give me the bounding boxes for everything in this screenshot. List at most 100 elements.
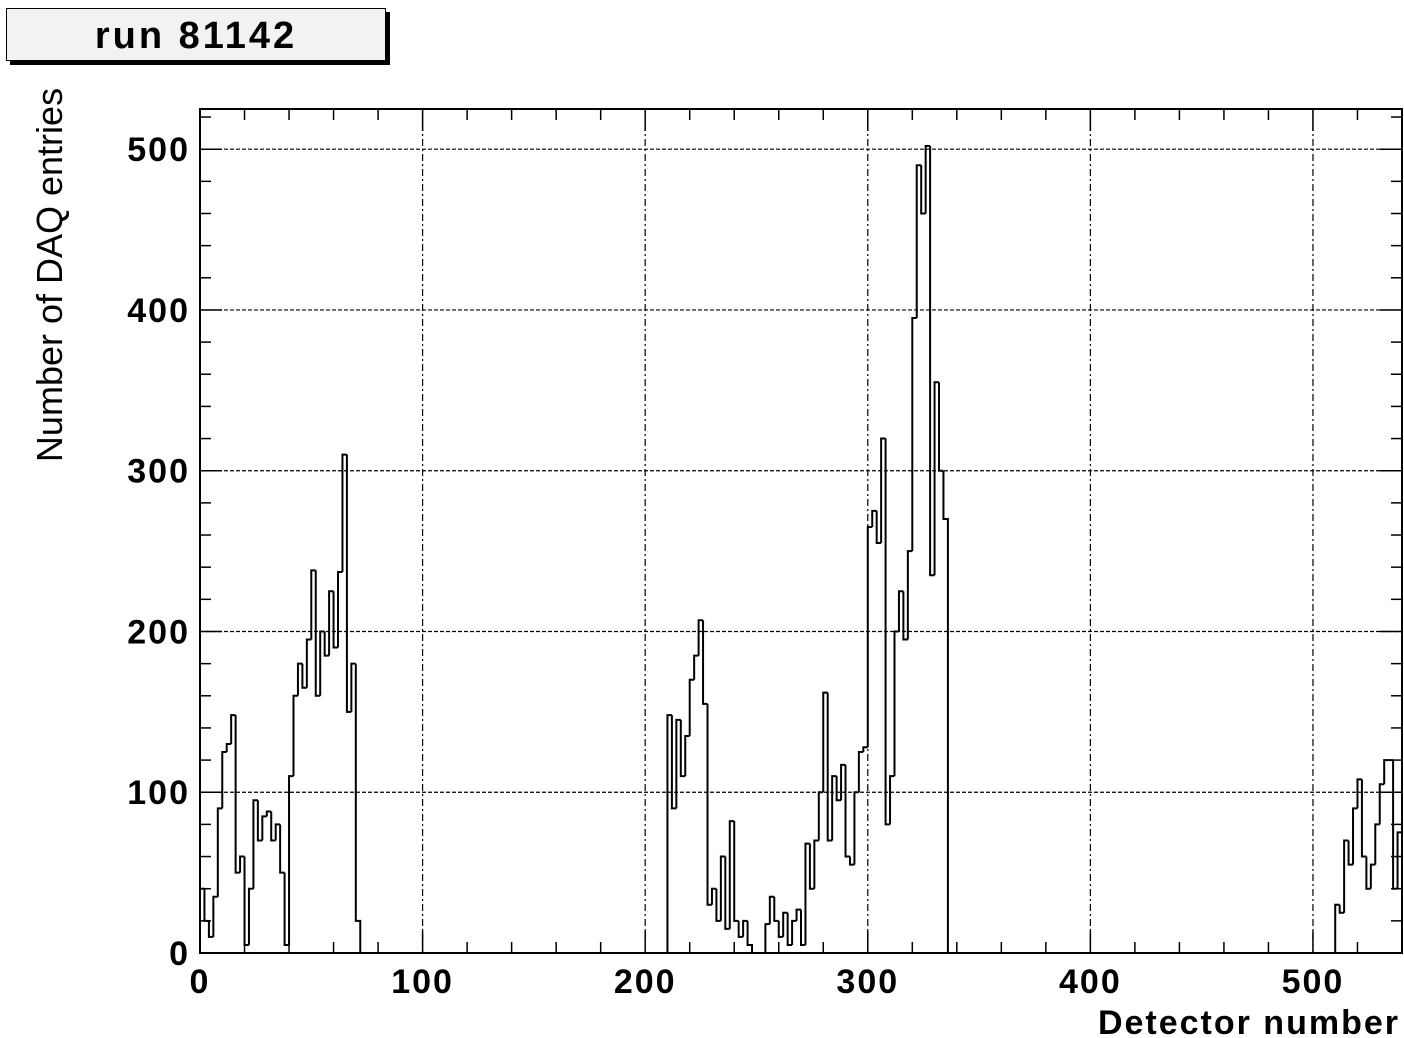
histogram-bin [675, 718, 681, 809]
histogram-bin [915, 164, 922, 318]
histogram-bin [791, 919, 797, 945]
histogram-bin [857, 751, 864, 793]
histogram-bin [933, 381, 940, 576]
histogram-bin [1378, 783, 1385, 825]
histogram-bin [746, 920, 754, 953]
histogram-bin [270, 811, 276, 842]
histogram-bin [292, 694, 298, 777]
histogram-bin [1392, 760, 1398, 890]
histogram-bin [274, 823, 281, 841]
x-tick-label: 200 [614, 963, 677, 1001]
histogram-bin [256, 800, 263, 842]
histogram-bin [670, 715, 677, 810]
histogram-bin [310, 569, 316, 640]
histogram-bin [252, 799, 258, 889]
histogram-bin [337, 570, 343, 648]
histogram-bin [702, 620, 708, 705]
histogram-bin [871, 509, 877, 527]
histogram-bin [1365, 856, 1371, 890]
histogram-bin [813, 839, 819, 889]
y-tick-label: 300 [127, 453, 190, 491]
histogram-bin [773, 896, 779, 922]
histogram-bin [288, 775, 294, 945]
histogram-bin [354, 663, 362, 953]
histogram-bin [848, 856, 855, 866]
histogram-bin [929, 145, 935, 577]
histogram-bin [719, 855, 726, 921]
histogram-bin [688, 678, 695, 736]
histogram-bin [328, 590, 334, 656]
histogram-bin [764, 923, 770, 953]
histogram-bin [742, 919, 748, 937]
histogram-bin [666, 714, 672, 953]
histogram-bin [684, 734, 690, 777]
histogram-bin [808, 843, 815, 890]
x-tick-label: 300 [836, 963, 899, 1001]
x-axis-label: Detector number [1098, 1004, 1400, 1038]
histogram-bin [884, 438, 891, 826]
histogram-bin [247, 887, 254, 945]
histogram-bin [844, 764, 850, 858]
histogram-bin [906, 550, 913, 640]
histogram-bin [1369, 863, 1376, 889]
histogram-bin [1338, 904, 1345, 914]
histogram-bin [804, 842, 810, 945]
histogram-bin [889, 775, 895, 825]
histogram-bin [234, 715, 241, 874]
run-title: run 81142 [94, 15, 298, 57]
histogram-bin [1374, 823, 1380, 865]
histogram-bin [225, 743, 232, 753]
histogram-bin [283, 872, 290, 946]
y-axis-label: Number of DAQ entries [29, 88, 70, 462]
x-tick-label: 400 [1059, 963, 1122, 1001]
histogram-bin [1383, 759, 1389, 785]
histogram-bin [341, 453, 347, 572]
histogram-bin [724, 856, 730, 930]
histogram-bin [221, 751, 227, 809]
histogram-bin [296, 662, 303, 696]
histogram-bin [319, 630, 325, 696]
histogram-bin [1360, 779, 1367, 858]
histogram-bin [239, 855, 245, 873]
histogram-bin [831, 775, 837, 841]
histogram-bin [203, 888, 209, 922]
histogram-bin [902, 591, 908, 641]
histogram-bin [265, 810, 272, 817]
histogram-bin [345, 454, 352, 713]
histogram-bin [817, 791, 824, 841]
histogram-bin [243, 856, 249, 946]
histogram-bin [332, 591, 339, 649]
x-tick-label: 500 [1282, 963, 1345, 1001]
histogram-bin [261, 815, 267, 841]
tick-labels: 0 100 200 300 400 500 0 100 200 300 400 500 [127, 131, 1345, 1001]
histogram-bin [733, 821, 739, 922]
y-tick-label: 500 [127, 131, 190, 169]
histogram-bin [679, 719, 686, 778]
histogram-bin [862, 746, 868, 753]
histogram-bin [693, 654, 699, 680]
y-tick-label: 200 [127, 613, 190, 651]
histogram-bin [924, 144, 931, 214]
histogram-bin [728, 820, 735, 929]
histogram-bin [875, 510, 882, 545]
histogram-bin [938, 382, 944, 472]
histogram-bin [800, 909, 806, 946]
histogram-bin [897, 590, 904, 632]
histogram-bin [835, 776, 842, 802]
axis-ticks [199, 109, 1403, 954]
x-tick-label: 0 [190, 963, 211, 1001]
x-tick-label: 100 [391, 963, 454, 1001]
histogram-bin [1347, 840, 1354, 866]
histogram-bin [710, 887, 717, 905]
y-tick-label: 0 [169, 935, 190, 973]
histogram-bin [697, 619, 704, 656]
histogram-bin [737, 920, 744, 938]
histogram-bin [715, 888, 721, 922]
histogram-bin [323, 631, 330, 657]
histogram-bin [230, 714, 236, 745]
histogram-bin [1343, 839, 1349, 913]
histogram-bin [216, 807, 223, 897]
histogram-bin [1334, 903, 1340, 953]
histogram-bin [893, 630, 899, 777]
